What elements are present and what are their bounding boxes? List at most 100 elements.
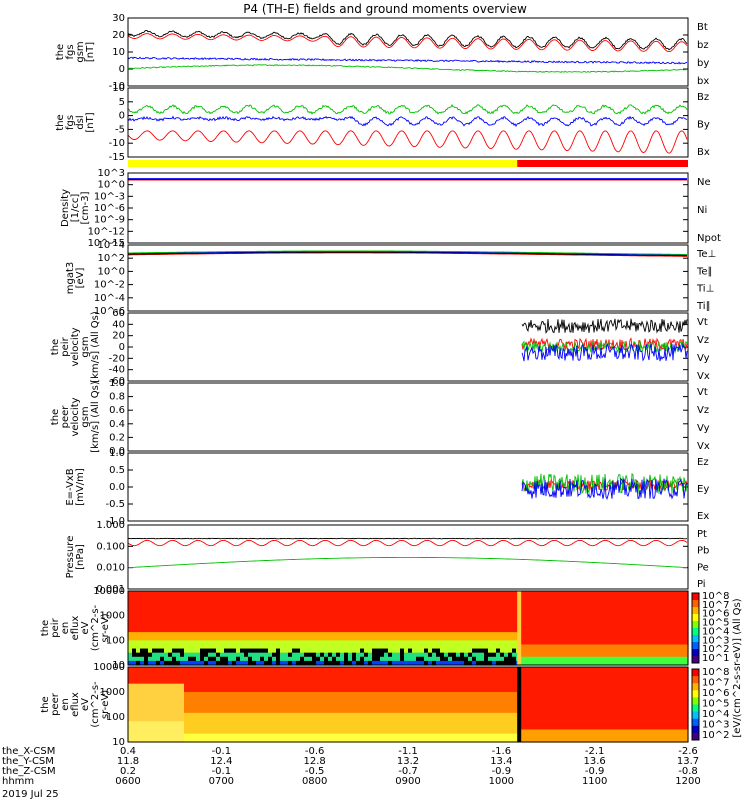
series-Ti∥ (128, 250, 687, 255)
colorbar: 10^810^710^610^510^410^310^210^1 (691, 591, 729, 664)
colorbar-tick: 10^6 (702, 688, 729, 699)
y-axis-label: eV (80, 698, 91, 711)
colorbar-tick: 10^6 (702, 609, 729, 620)
legend-Te⊥: Te⊥ (696, 249, 716, 260)
colorbar-tick: 10^2 (702, 644, 729, 655)
series-lines-efield (521, 473, 688, 500)
panel-pressure: Pressure [nPa] 1.000 0.100 0.010 0.001 Pt Pb Pe P… (65, 520, 709, 595)
x-tick-label: 1200 (675, 776, 700, 787)
colorbar-tick: 10^7 (702, 600, 729, 611)
panel-peer_en_eflux: the peer en eflux eV (cm^2-s-sr-eV) 10000 1000 1… (40, 662, 689, 748)
y-axis-label: [1/cc] (70, 194, 81, 223)
y-tick-label: 10 (112, 660, 125, 671)
y-tick-label: -10 (109, 81, 125, 92)
y-tick-label: 10^0 (98, 180, 125, 191)
y-axis-label: (cm^2-s- (90, 681, 101, 728)
y-axis-label: en (60, 698, 71, 711)
series-lines-density (128, 178, 687, 181)
series-Bx (127, 115, 688, 127)
spectrogram-peir_en_eflux (128, 591, 689, 666)
y-tick-label: 0 (119, 111, 125, 122)
y-axis-label: peir (50, 617, 61, 637)
y-axis-label: dsl (75, 115, 86, 129)
y-axis-label: [cm-3] (80, 191, 91, 224)
y-axis-label: Density (60, 189, 71, 227)
x-tick-label: -0.1 (212, 766, 232, 777)
series-bx (127, 56, 688, 65)
series-by (127, 64, 688, 73)
y-axis-label: [nT] (85, 112, 96, 132)
y-tick-label: 20 (112, 331, 125, 342)
x-tick-label: 12.4 (210, 756, 232, 767)
y-tick-label: -20 (109, 353, 125, 364)
y-tick-label: 1.0 (109, 378, 125, 389)
legend-Pe: Pe (697, 562, 709, 573)
plot-title: P4 (TH-E) fields and ground moments over… (243, 2, 527, 16)
y-tick-label: 100 (106, 712, 125, 723)
y-axis-label: [nT] (85, 42, 96, 62)
x-tick-label: -0.9 (492, 766, 512, 777)
colorbar-label: [eV/(cm^2-s-sr-eV)] (All Qs) (732, 598, 743, 737)
y-tick-label: 10 (112, 83, 125, 94)
y-tick-label: 0.4 (109, 419, 125, 430)
y-axis-label: sr-eV) (100, 613, 111, 642)
x-tick-label: 12.8 (304, 756, 326, 767)
y-axis-label: peir (60, 336, 71, 356)
date-label: 2019 Jul 25 (2, 789, 59, 800)
y-axis-label: [eV] (75, 268, 86, 289)
colorbar-tick: 10^3 (702, 635, 729, 646)
x-tick-label: -0.6 (305, 746, 325, 757)
y-tick-label: -1.0 (105, 516, 125, 527)
colorbar-tick: 10^5 (702, 699, 729, 710)
x-tick-label: -0.9 (585, 766, 605, 777)
y-axis-label: peer (50, 692, 61, 716)
legend-Vx: Vx (697, 441, 710, 452)
series-lines-peir_velocity (521, 318, 688, 362)
series-Pt (128, 537, 688, 540)
y-axis-label: gsm (80, 406, 91, 427)
y-axis-label: [nPa] (75, 544, 86, 570)
panel-peer_velocity: the peer velocity gsm [km/s] (All Qs) 1.0 0.8 0… (50, 378, 710, 457)
series-lines-temperature (128, 250, 687, 257)
y-axis-label: fgs (65, 44, 76, 59)
y-axis-label: [km/s] (All Qs) (90, 381, 101, 453)
panel-efield: E=-VxB [mV/m] 1.0 0.5 0.0 -0.5 -1.0 Ez Ey Ex (65, 448, 709, 527)
x-tick-label: -0.8 (678, 766, 698, 777)
y-axis-label: the (50, 409, 61, 425)
x-tick-label: 13.2 (397, 756, 419, 767)
series-Vy (521, 340, 688, 355)
y-axis-label: eflux (70, 692, 81, 717)
x-axis-labels: the_X-CSM 0.4 -0.1 -0.6 -1.1 -1.6 -2.1 -2.6 the_… (2, 746, 701, 787)
x-tick-label: 0700 (209, 776, 234, 787)
x-tick-label: 11.8 (117, 756, 139, 767)
colorbar-tick: 10^8 (702, 667, 729, 678)
legend-Vz: Vz (697, 335, 709, 346)
y-tick-label: 20 (112, 30, 125, 41)
spectrogram-peer_en_eflux (128, 667, 689, 743)
series-lines-fgs_dsl (127, 103, 688, 154)
y-tick-label: 10^-6 (94, 203, 125, 214)
y-axis-label: the (40, 620, 51, 636)
series-Ex (521, 477, 688, 500)
legend-Bx: Bx (697, 147, 710, 158)
y-axis-label: fgs (65, 115, 76, 130)
y-tick-label: -5 (115, 124, 125, 135)
legend-Pt: Pt (697, 529, 707, 540)
y-tick-label: 0.2 (109, 432, 125, 443)
y-tick-label: 10000 (93, 662, 125, 673)
y-tick-label: 0.100 (96, 541, 125, 552)
x-row-label: hhmm (2, 776, 34, 787)
x-tick-label: -1.1 (398, 746, 418, 757)
y-tick-label: 1000 (100, 611, 125, 622)
panel-fgs_gsm: the fgs gsm [nT] 30 20 10 0 -10 Bt bz by bx (55, 13, 709, 92)
x-tick-label: 0600 (115, 776, 140, 787)
legend-Vx: Vx (697, 371, 710, 382)
x-tick-label: -2.6 (678, 746, 698, 757)
y-axis-label: eV (80, 621, 91, 634)
legend-Vz: Vz (697, 405, 709, 416)
colorbar-tick: 10^2 (702, 730, 729, 741)
x-tick-label: -1.6 (492, 746, 512, 757)
y-tick-label: 10^-3 (94, 191, 125, 202)
x-tick-label: 0.2 (120, 766, 136, 777)
